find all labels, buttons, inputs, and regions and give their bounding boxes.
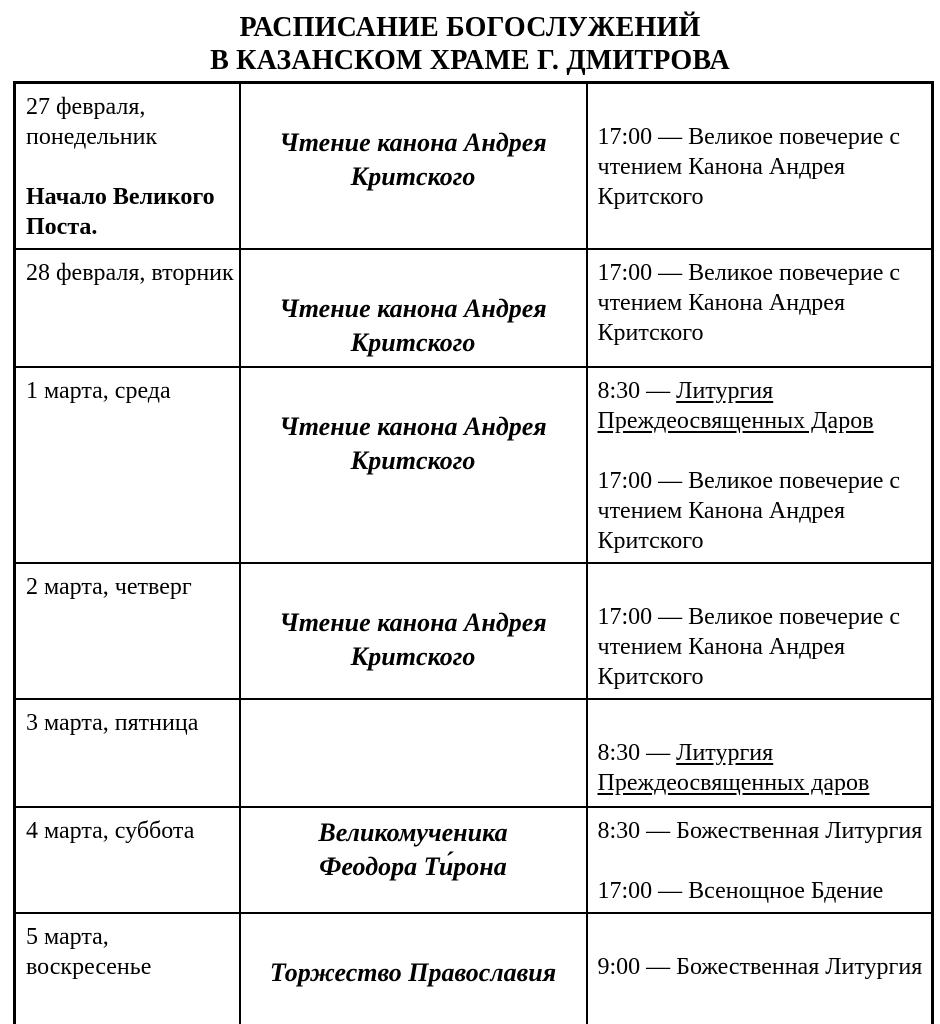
service-entry (598, 708, 926, 738)
service-time-text: 8:30 — (597, 740, 677, 766)
feast-cell: Чтение канона Андрея Критского (238, 366, 588, 564)
underlined-service-name: Литургия Преждеосвященных Даров (597, 378, 874, 434)
feast-cell: Великомученика Феодора Ти́рона (238, 806, 588, 914)
service-time-text: 8:30 — Божественная Литургия (597, 818, 923, 844)
service-entry: 17:00 — Всенощное Бдение (598, 876, 926, 906)
service-time-text: 9:00 — Божественная Литургия (597, 954, 923, 980)
schedule-title-line2: В КАЗАНСКОМ ХРАМЕ Г. ДМИТРОВА (210, 45, 730, 76)
table-row: 1 марта, среда Чтение канона Андрея Критск… (13, 366, 934, 564)
schedule-title: РАСПИСАНИЕ БОГОСЛУЖЕНИЙ В КАЗАНСКОМ ХРАМ… (0, 0, 940, 77)
feast-line: Чтение канона Андрея (279, 294, 547, 323)
date-cell: 1 марта, среда (13, 366, 241, 564)
date-text: 1 марта, среда (26, 378, 171, 404)
date-text: Начало Великого Поста. (26, 184, 215, 240)
service-time-text: 17:00 — Великое повечерие с чтением Кано… (597, 260, 901, 346)
feast-cell: Чтение канона Андрея Критского (238, 562, 588, 700)
service-entry (598, 436, 926, 466)
date-text: 5 марта, воскресенье (26, 924, 152, 980)
feast-line (257, 258, 570, 292)
service-entry (598, 846, 926, 876)
schedule-table: 27 февраля, понедельник Начало Великого П… (13, 81, 934, 1024)
feast-cell (238, 698, 588, 808)
feast-line: Чтение канона Андрея (279, 412, 547, 441)
service-entry: 8:30 — Литургия Преждеосвященных даров (598, 738, 926, 798)
feast-line: Чтение канона Андрея (279, 128, 547, 157)
date-text: 28 февраля, вторник (26, 260, 234, 286)
table-row: 3 марта, пятница 8:30 — Литургия Преждеос… (13, 698, 934, 808)
services-cell: 17:00 — Великое повечерие с чтением Кано… (585, 248, 934, 368)
service-time-text: 17:00 — Великое повечерие с чтением Кано… (597, 604, 901, 690)
date-text: 4 марта, суббота (26, 818, 195, 844)
table-row: 4 марта, суббота Великомученика Феодора Ти… (13, 806, 934, 914)
service-entry: 17:00 — Великое повечерие с чтением Кано… (598, 602, 926, 692)
feast-cell: Чтение канона Андрея Критского (238, 81, 588, 250)
schedule-table-body: 27 февраля, понедельник Начало Великого П… (13, 81, 934, 1024)
feast-line: Критского (350, 162, 476, 191)
service-entry (598, 92, 926, 122)
date-cell: 5 марта, воскресенье (13, 912, 241, 1024)
service-entry (598, 572, 926, 602)
service-entry: 9:00 — Божественная Литургия (598, 952, 926, 982)
date-text: 3 марта, пятница (26, 710, 199, 736)
table-row: 28 февраля, вторник Чтение канона Андрея К… (13, 248, 934, 368)
date-text: 2 марта, четверг (26, 574, 192, 600)
service-time-text: 8:30 — (597, 378, 677, 404)
services-cell: 17:00 — Великое повечерие с чтением Кано… (585, 81, 934, 250)
feast-line: Критского (350, 328, 476, 357)
feast-cell: Торжество Православия (238, 912, 588, 1024)
date-cell: 28 февраля, вторник (13, 248, 241, 368)
date-text (26, 152, 235, 182)
service-entry: 8:30 — Литургия Преждеосвященных Даров (598, 376, 926, 436)
feast-line (257, 572, 570, 606)
service-time-text: 17:00 — Великое повечерие с чтением Кано… (597, 468, 901, 554)
table-row: 5 марта, воскресенье Торжество Православи… (13, 912, 934, 1024)
date-cell: 27 февраля, понедельник Начало Великого П… (13, 81, 241, 250)
feast-line (257, 376, 570, 410)
feast-line (257, 92, 570, 126)
feast-line (257, 922, 570, 956)
table-row: 2 марта, четверг Чтение канона Андрея Крит… (13, 562, 934, 700)
feast-line: Чтение канона Андрея (279, 608, 547, 637)
table-row: 27 февраля, понедельник Начало Великого П… (13, 81, 934, 250)
service-entry (598, 922, 926, 952)
date-cell: 2 марта, четверг (13, 562, 241, 700)
services-cell: 8:30 — Божественная Литургия 17:00 — Всен… (585, 806, 934, 914)
underlined-service-name: Литургия Преждеосвященных даров (597, 740, 870, 796)
feast-cell: Чтение канона Андрея Критского (238, 248, 588, 368)
date-cell: 3 марта, пятница (13, 698, 241, 808)
schedule-title-line1: РАСПИСАНИЕ БОГОСЛУЖЕНИЙ (239, 12, 701, 43)
date-text: 27 февраля, понедельник (26, 94, 158, 150)
services-cell: 8:30 — Литургия Преждеосвященных даров (585, 698, 934, 808)
feast-line: Великомученика (318, 818, 508, 847)
feast-line: Торжество Православия (269, 958, 557, 987)
service-time-text: 17:00 — Всенощное Бдение (597, 878, 884, 904)
service-entry: 17:00 — Великое повечерие с чтением Кано… (598, 466, 926, 556)
service-entry: 17:00 — Великое повечерие с чтением Кано… (598, 122, 926, 212)
service-entry: 8:30 — Божественная Литургия (598, 816, 926, 846)
services-cell: 9:00 — Божественная Литургия (585, 912, 934, 1024)
service-time-text: 17:00 — Великое повечерие с чтением Кано… (597, 124, 901, 210)
date-cell: 4 марта, суббота (13, 806, 241, 914)
feast-line: Феодора Ти́рона (319, 852, 507, 881)
feast-line: Критского (350, 446, 476, 475)
feast-line: Критского (350, 642, 476, 671)
services-cell: 8:30 — Литургия Преждеосвященных Даров 17… (585, 366, 934, 564)
service-entry: 17:00 — Великое повечерие с чтением Кано… (598, 258, 926, 348)
services-cell: 17:00 — Великое повечерие с чтением Кано… (585, 562, 934, 700)
